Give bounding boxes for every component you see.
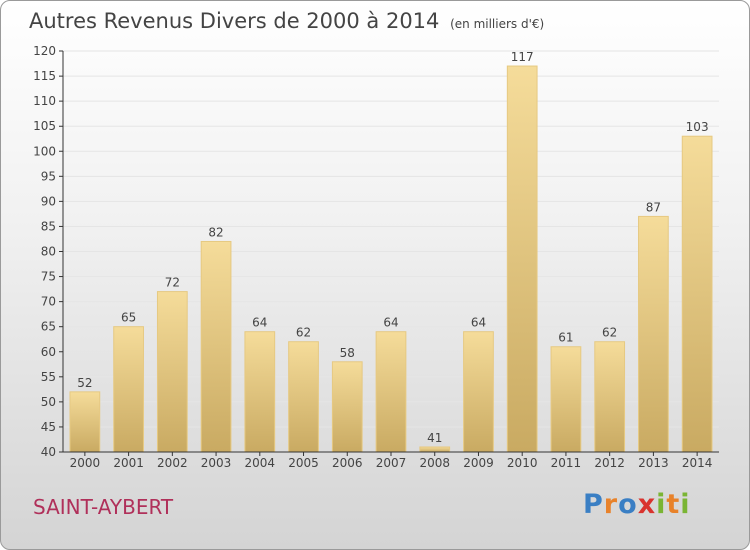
y-tick-label: 120 xyxy=(33,44,56,58)
y-tick-label: 45 xyxy=(41,420,56,434)
bar xyxy=(113,326,144,453)
bars xyxy=(69,65,713,453)
x-tick-label: 2000 xyxy=(70,456,101,470)
y-tick-label: 40 xyxy=(41,445,56,459)
bar xyxy=(463,331,494,453)
bar-value-label: 64 xyxy=(471,316,486,330)
logo-letter: t xyxy=(666,489,681,520)
bar-value-label: 64 xyxy=(383,316,398,330)
logo-letter: i xyxy=(656,489,667,520)
bar-value-label: 82 xyxy=(208,225,223,239)
bar-value-label: 65 xyxy=(121,311,136,325)
chart-unit: (en milliers d'€) xyxy=(450,17,545,31)
logo-letter: P xyxy=(583,489,604,520)
y-tick-label: 90 xyxy=(41,194,56,208)
bar xyxy=(288,341,319,453)
bar xyxy=(638,215,669,453)
y-tick-label: 75 xyxy=(41,270,56,284)
y-tick-label: 95 xyxy=(41,169,56,183)
x-tick-label: 2006 xyxy=(332,456,363,470)
bar-value-label: 103 xyxy=(686,120,709,134)
x-tick-label: 2003 xyxy=(201,456,232,470)
x-tick-label: 2008 xyxy=(419,456,450,470)
y-tick-label: 110 xyxy=(33,94,56,108)
y-tick-label: 115 xyxy=(33,69,56,83)
x-tick-label: 2014 xyxy=(682,456,713,470)
bar-value-label: 117 xyxy=(511,50,534,64)
bar-value-label: 58 xyxy=(340,346,355,360)
x-tick-label: 2012 xyxy=(594,456,625,470)
bar xyxy=(69,391,101,453)
bar xyxy=(156,291,188,453)
bar xyxy=(550,346,582,453)
y-tick-label: 80 xyxy=(41,245,56,259)
logo-letter: i xyxy=(680,489,691,520)
y-tick-label: 105 xyxy=(33,119,56,133)
x-tick-label: 2009 xyxy=(463,456,494,470)
x-tick-label: 2010 xyxy=(507,456,538,470)
x-tick-label: 2005 xyxy=(288,456,319,470)
logo-letter: o xyxy=(618,489,638,520)
bar-value-label: 41 xyxy=(427,431,442,445)
bar xyxy=(506,65,538,453)
bar-value-label: 62 xyxy=(296,326,311,340)
x-tick-label: 2001 xyxy=(113,456,144,470)
axes xyxy=(59,50,719,456)
bar xyxy=(419,446,451,453)
y-tick-label: 100 xyxy=(33,144,56,158)
y-tick-label: 70 xyxy=(41,295,56,309)
chart-title-text: Autres Revenus Divers de 2000 à 2014 xyxy=(29,9,440,33)
bar xyxy=(331,361,363,453)
bar xyxy=(594,341,626,453)
bar xyxy=(200,240,232,453)
x-tick-label: 2004 xyxy=(245,456,276,470)
bar-value-label: 62 xyxy=(602,326,617,340)
bar-value-label: 61 xyxy=(558,331,573,345)
x-tick-label: 2007 xyxy=(376,456,407,470)
y-tick-label: 85 xyxy=(41,219,56,233)
x-tick-label: 2011 xyxy=(551,456,582,470)
y-tick-label: 60 xyxy=(41,345,56,359)
y-tick-label: 55 xyxy=(41,370,56,384)
y-tick-label: 65 xyxy=(41,320,56,334)
commune-name: SAINT-AYBERT xyxy=(33,495,174,519)
bar-value-label: 87 xyxy=(646,200,661,214)
logo-letter: x xyxy=(637,489,657,520)
bar xyxy=(375,331,407,453)
y-tick-label: 50 xyxy=(41,395,56,409)
bar-value-label: 52 xyxy=(77,376,92,390)
x-tick-label: 2013 xyxy=(638,456,669,470)
logo-letter: r xyxy=(603,489,619,520)
bar xyxy=(681,135,713,453)
x-tick-label: 2002 xyxy=(157,456,188,470)
bar-value-label: 64 xyxy=(252,316,267,330)
bar-value-label: 72 xyxy=(165,276,180,290)
labels: 40 45 50 55 60 65 70 75 80 85 90 95 100 105 110 115 120 5… xyxy=(33,44,712,470)
chart-title: Autres Revenus Divers de 2000 à 2014 (en… xyxy=(29,9,544,33)
proxiti-logo[interactable]: Proxiti xyxy=(583,489,691,520)
bar xyxy=(244,331,276,453)
